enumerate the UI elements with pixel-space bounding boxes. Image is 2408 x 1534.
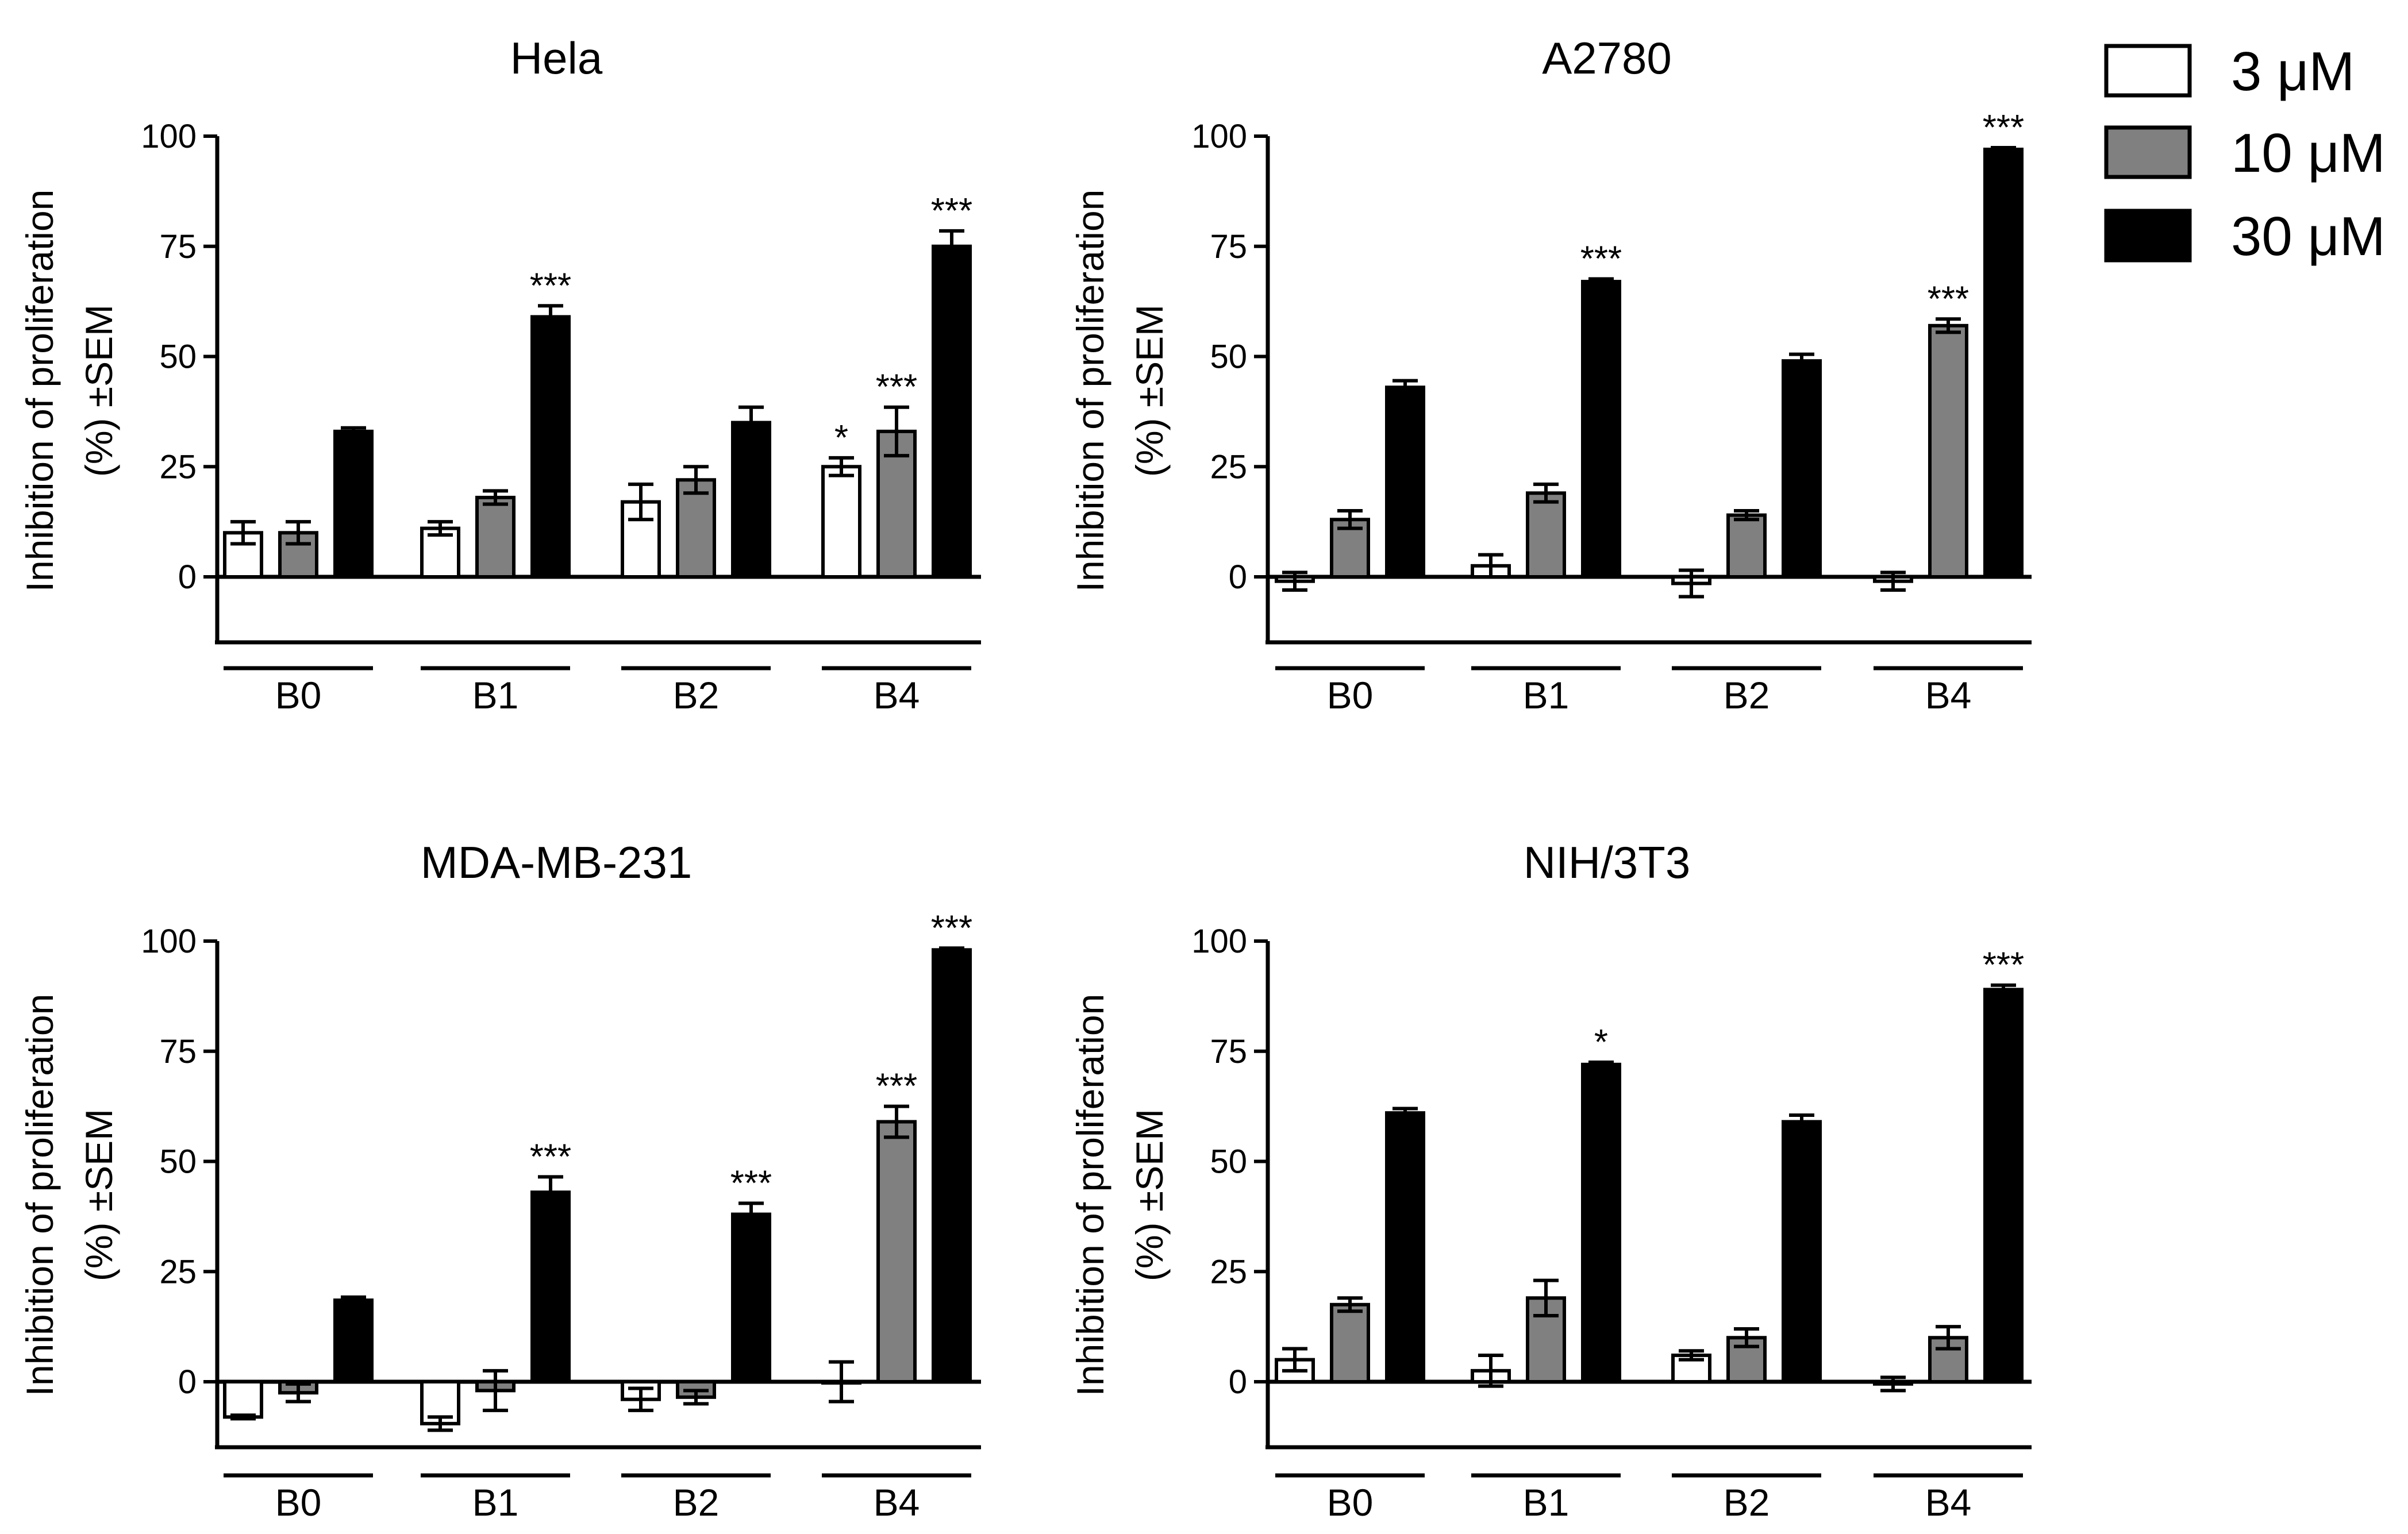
significance-label: *: [1594, 1023, 1608, 1062]
bar: [530, 315, 571, 579]
y-tick-label: 75: [1210, 1033, 1247, 1070]
category-label: B2: [673, 674, 720, 716]
y-axis-label: (%) ±SEM: [78, 305, 120, 477]
bar: [731, 1212, 771, 1384]
significance-label: ***: [730, 1163, 772, 1203]
significance-label: *: [834, 418, 848, 458]
bar: [530, 1190, 571, 1383]
bar: [876, 1120, 917, 1383]
y-tick-label: 25: [159, 448, 197, 485]
y-axis-label: Inhibition of proliferation: [18, 190, 61, 592]
bar: [1983, 148, 2024, 579]
bar: [731, 421, 771, 579]
significance-label: ***: [1928, 279, 1969, 319]
significance-label: ***: [876, 1067, 917, 1107]
category-label: B4: [1925, 674, 1972, 716]
category-label: B1: [472, 674, 519, 716]
category-label: B0: [1327, 1481, 1374, 1524]
legend-swatch: [2104, 44, 2192, 98]
bar: [1330, 1302, 1370, 1383]
y-tick-label: 0: [1229, 558, 1247, 596]
category-label: B4: [874, 674, 920, 716]
bar: [1983, 988, 2024, 1383]
y-tick-label: 0: [1229, 1363, 1247, 1401]
bar: [1385, 1111, 1425, 1383]
y-tick-label: 100: [1191, 923, 1247, 960]
chart-panel: A2780 Inhibition of proliferation (%) ±SEM…: [1069, 33, 2032, 716]
bar: [1782, 359, 1822, 579]
category-label: B1: [1523, 1481, 1570, 1524]
bar: [1581, 280, 1621, 579]
significance-label: ***: [1580, 240, 1622, 279]
y-axis-label: Inhibition of proliferation: [1069, 994, 1111, 1397]
bar: [1928, 323, 1968, 579]
legend-swatch: [2104, 209, 2192, 263]
bar: [223, 1380, 263, 1419]
y-tick-label: 75: [1210, 228, 1247, 265]
significance-label: ***: [1983, 946, 2024, 985]
bar: [333, 1298, 374, 1383]
significance-label: ***: [1983, 108, 2024, 148]
significance-label: ***: [530, 266, 571, 306]
bar: [1581, 1062, 1621, 1383]
category-label: B0: [1327, 674, 1374, 716]
legend-label: 3 μM: [2231, 41, 2355, 102]
y-tick-label: 100: [141, 118, 197, 155]
category-label: B4: [1925, 1481, 1972, 1524]
bar: [932, 244, 972, 579]
bar: [1526, 491, 1566, 579]
chart-title: NIH/3T3: [1524, 837, 1690, 888]
significance-label: ***: [931, 908, 972, 948]
category-label: B1: [1523, 674, 1570, 716]
legend-label: 10 μM: [2231, 122, 2386, 184]
chart-title: MDA-MB-231: [421, 837, 692, 888]
category-label: B2: [1724, 1481, 1770, 1524]
bar: [475, 495, 516, 579]
chart-title: Hela: [510, 33, 603, 83]
y-tick-label: 75: [159, 1033, 197, 1070]
y-tick-label: 100: [141, 923, 197, 960]
bar: [1782, 1120, 1822, 1383]
significance-label: ***: [876, 368, 917, 407]
bar: [1385, 386, 1425, 579]
y-tick-label: 50: [1210, 338, 1247, 376]
y-tick-label: 50: [1210, 1143, 1247, 1181]
bar: [333, 429, 374, 579]
y-axis-label: Inhibition of proliferation: [1069, 190, 1111, 592]
legend-swatch: [2104, 125, 2192, 179]
category-label: B2: [673, 1481, 720, 1524]
chart-panel: Hela Inhibition of proliferation (%) ±SEM 1…: [18, 33, 981, 716]
category-label: B4: [874, 1481, 920, 1524]
bar: [1726, 513, 1767, 579]
category-label: B2: [1724, 674, 1770, 716]
category-label: B0: [275, 674, 322, 716]
y-tick-label: 50: [159, 1143, 197, 1181]
bar: [821, 465, 861, 579]
category-label: B1: [472, 1481, 519, 1524]
significance-label: ***: [931, 191, 972, 231]
y-tick-label: 0: [178, 1363, 197, 1401]
significance-label: ***: [530, 1137, 571, 1177]
y-tick-label: 50: [159, 338, 197, 376]
y-axis-label: (%) ±SEM: [1128, 1109, 1171, 1281]
legend-label: 30 μM: [2231, 206, 2386, 267]
category-label: B0: [275, 1481, 322, 1524]
y-tick-label: 25: [159, 1253, 197, 1290]
y-tick-label: 75: [159, 228, 197, 265]
chart-title: A2780: [1542, 33, 1672, 83]
legend: 3 μM 10 μM 30 μM: [2104, 41, 2386, 267]
y-tick-label: 0: [178, 558, 197, 596]
y-axis-label: Inhibition of proliferation: [18, 994, 61, 1397]
y-axis-label: (%) ±SEM: [1128, 305, 1171, 477]
y-axis-label: (%) ±SEM: [78, 1109, 120, 1281]
chart-panel: NIH/3T3 Inhibition of proliferation (%) ±S…: [1069, 837, 2032, 1524]
bar: [932, 948, 972, 1383]
y-tick-label: 25: [1210, 1253, 1247, 1290]
chart-panel: MDA-MB-231 Inhibition of proliferation (%)…: [18, 837, 981, 1524]
y-tick-label: 25: [1210, 448, 1247, 485]
y-tick-label: 100: [1191, 118, 1247, 155]
